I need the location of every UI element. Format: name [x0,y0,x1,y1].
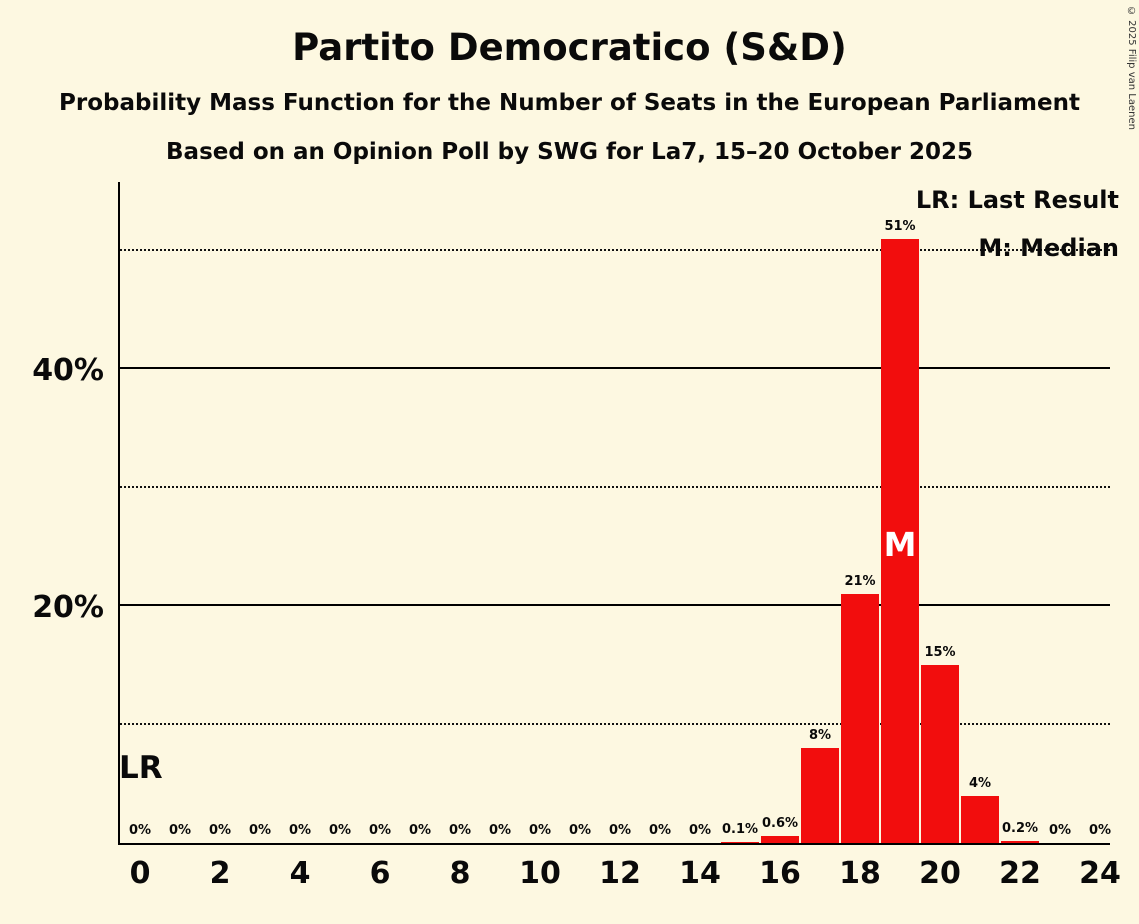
value-label-seat-3: 0% [248,823,272,838]
x-tick-label-0: 0 [129,856,151,891]
x-tick-label-6: 6 [369,856,391,891]
value-label-seat-21: 4% [968,775,992,791]
value-label-seat-16: 0.6% [761,815,799,831]
bar-seat-22 [1001,840,1039,843]
value-label-seat-7: 0% [408,823,432,838]
x-tick-label-14: 14 [679,856,721,891]
y-tick-label-20: 20% [32,590,104,626]
chart-title: Partito Democratico (S&D) [292,26,847,69]
value-label-seat-9: 0% [488,823,512,838]
value-label-seat-22: 0.2% [1001,820,1039,836]
value-label-seat-20: 15% [924,645,956,661]
bar-seat-15 [721,841,759,843]
x-tick-label-18: 18 [839,856,881,891]
last-result-annotation: LR [119,750,163,786]
copyright-notice: © 2025 Filip van Laenen [1126,6,1137,130]
x-tick-label-16: 16 [759,856,801,891]
x-tick-label-12: 12 [599,856,641,891]
value-label-seat-6: 0% [368,823,392,838]
poll-source: Based on an Opinion Poll by SWG for La7,… [166,139,973,165]
value-label-seat-18: 21% [844,574,876,590]
value-label-seat-17: 8% [808,728,832,744]
value-label-seat-14: 0% [688,823,712,838]
bar-seat-21 [961,795,999,843]
value-label-seat-8: 0% [448,823,472,838]
x-tick-label-22: 22 [999,856,1041,891]
gridline-solid-20 [120,604,1110,607]
bar-seat-18 [841,594,879,843]
x-tick-label-4: 4 [289,856,311,891]
legend-last-result: LR: Last Result [915,186,1119,214]
value-label-seat-1: 0% [168,823,192,838]
value-label-seat-0: 0% [128,823,152,838]
value-label-seat-23: 0% [1048,823,1072,838]
value-label-seat-5: 0% [328,823,352,838]
plot-area: M 0% 0% 0% 0% 0% 0% 0% 0% 0% 0% 0% 0% 0% 0% 0% 0.1% 0.6%… [118,182,1121,889]
value-label-seat-4: 0% [288,823,312,838]
legend-median: M: Median [978,234,1119,262]
x-tick-label-24: 24 [1079,856,1121,891]
value-label-seat-11: 0% [568,823,592,838]
value-label-seat-19: 51% [884,219,916,235]
value-label-seat-15: 0.1% [721,821,759,837]
x-tick-label-10: 10 [519,856,561,891]
gridline-dotted-50 [120,249,1110,252]
value-label-seat-13: 0% [648,823,672,838]
bar-seat-16 [761,835,799,843]
value-label-seat-24: 0% [1088,823,1112,838]
gridline-dotted-10 [120,722,1110,725]
x-tick-label-2: 2 [209,856,231,891]
bar-seat-19 [881,239,919,843]
x-tick-label-8: 8 [449,856,471,891]
x-tick-label-20: 20 [919,856,961,891]
value-label-seat-10: 0% [528,823,552,838]
value-label-seat-2: 0% [208,823,232,838]
chart-subtitle: Probability Mass Function for the Number… [59,90,1080,116]
value-label-seat-12: 0% [608,823,632,838]
gridline-solid-40 [120,367,1110,370]
median-marker: M [883,525,917,564]
y-tick-label-40: 40% [32,353,104,389]
bar-seat-17 [801,748,839,843]
gridline-dotted-30 [120,485,1110,488]
bar-seat-20 [921,665,959,843]
